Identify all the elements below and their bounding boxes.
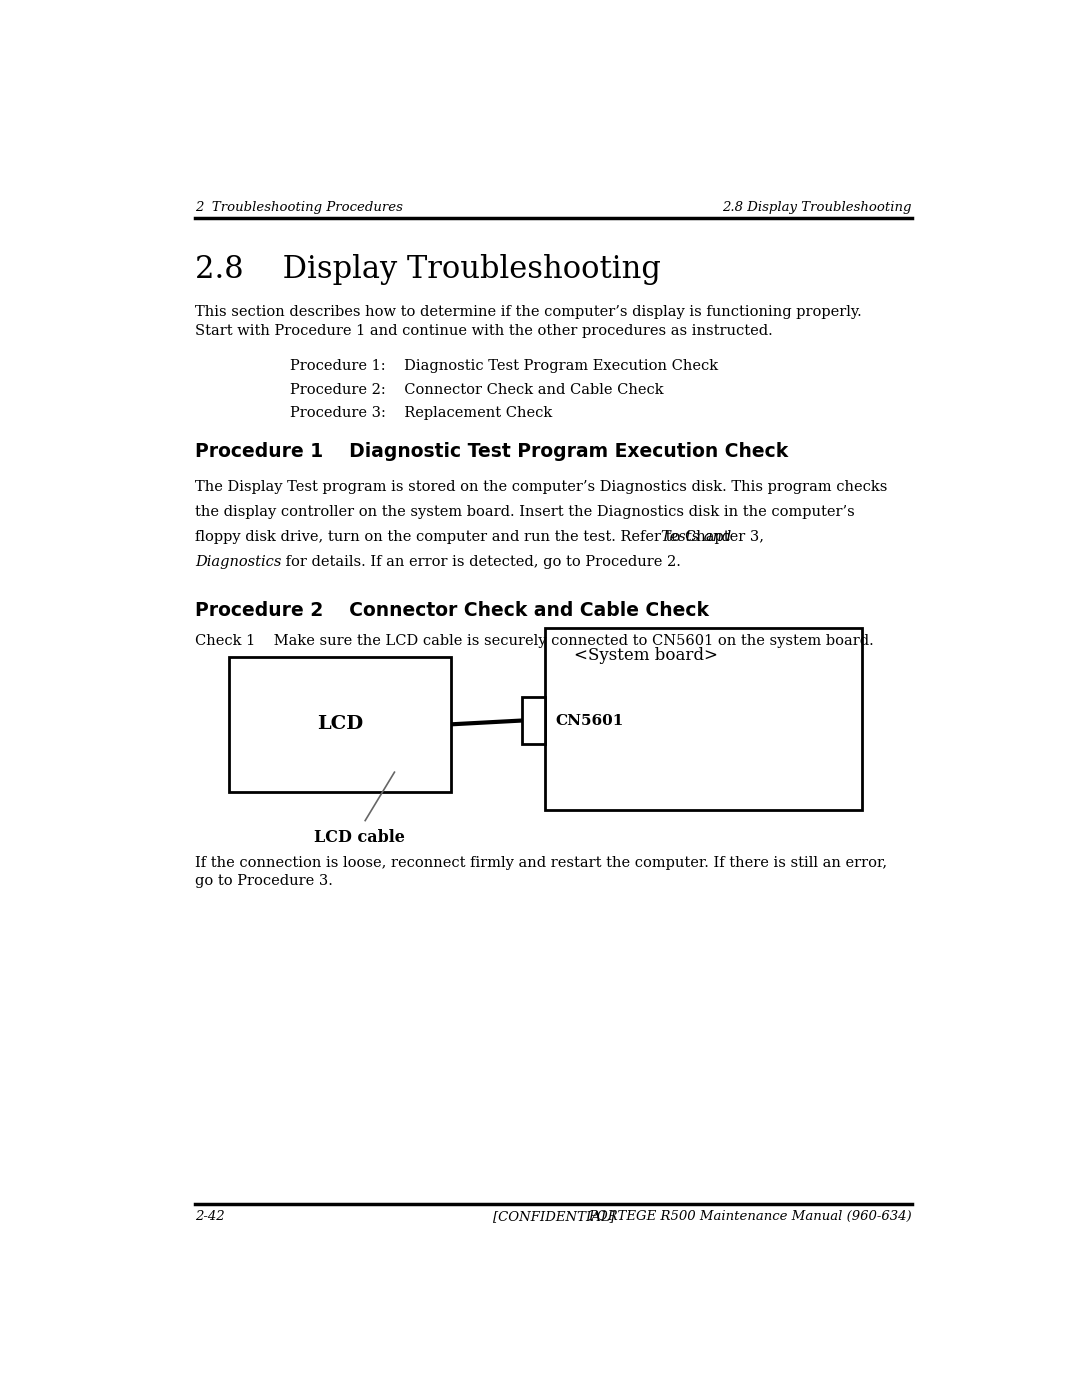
- Text: LCD: LCD: [316, 715, 363, 733]
- Bar: [229, 657, 451, 792]
- Text: Check 1    Make sure the LCD cable is securely connected to CN5601 on the system: Check 1 Make sure the LCD cable is secur…: [195, 634, 874, 648]
- Text: [CONFIDENTIAL]: [CONFIDENTIAL]: [492, 1210, 615, 1222]
- Text: The Display Test program is stored on the computer’s Diagnostics disk. This prog: The Display Test program is stored on th…: [195, 479, 888, 493]
- Text: Start with Procedure 1 and continue with the other procedures as instructed.: Start with Procedure 1 and continue with…: [195, 324, 773, 338]
- Bar: [522, 697, 545, 745]
- Text: 2-42: 2-42: [195, 1210, 225, 1222]
- Text: Procedure 3:    Replacement Check: Procedure 3: Replacement Check: [289, 407, 552, 420]
- Text: LCD cable: LCD cable: [314, 830, 405, 847]
- Text: Tests and: Tests and: [661, 529, 732, 545]
- Text: 2.8 Display Troubleshooting: 2.8 Display Troubleshooting: [723, 201, 912, 214]
- Bar: [545, 629, 862, 810]
- Text: <System board>: <System board>: [575, 647, 718, 665]
- Text: Procedure 2:    Connector Check and Cable Check: Procedure 2: Connector Check and Cable C…: [289, 383, 663, 397]
- Text: 2  Troubleshooting Procedures: 2 Troubleshooting Procedures: [195, 201, 403, 214]
- Text: floppy disk drive, turn on the computer and run the test. Refer to Chapter 3,: floppy disk drive, turn on the computer …: [195, 529, 769, 545]
- Text: Procedure 1:    Diagnostic Test Program Execution Check: Procedure 1: Diagnostic Test Program Exe…: [289, 359, 718, 373]
- Text: the display controller on the system board. Insert the Diagnostics disk in the c: the display controller on the system boa…: [195, 504, 855, 518]
- Text: This section describes how to determine if the computer’s display is functioning: This section describes how to determine …: [195, 306, 862, 320]
- Text: Diagnostics: Diagnostics: [195, 556, 282, 570]
- Text: go to Procedure 3.: go to Procedure 3.: [195, 875, 333, 888]
- Text: PORTEGE R500 Maintenance Manual (960-634): PORTEGE R500 Maintenance Manual (960-634…: [589, 1210, 912, 1222]
- Text: CN5601: CN5601: [555, 714, 623, 728]
- Text: for details. If an error is detected, go to Procedure 2.: for details. If an error is detected, go…: [282, 556, 681, 570]
- Text: 2.8    Display Troubleshooting: 2.8 Display Troubleshooting: [195, 254, 661, 285]
- Text: Procedure 1    Diagnostic Test Program Execution Check: Procedure 1 Diagnostic Test Program Exec…: [195, 441, 788, 461]
- Text: If the connection is loose, reconnect firmly and restart the computer. If there : If the connection is loose, reconnect fi…: [195, 856, 888, 870]
- Text: Procedure 2    Connector Check and Cable Check: Procedure 2 Connector Check and Cable Ch…: [195, 601, 710, 620]
